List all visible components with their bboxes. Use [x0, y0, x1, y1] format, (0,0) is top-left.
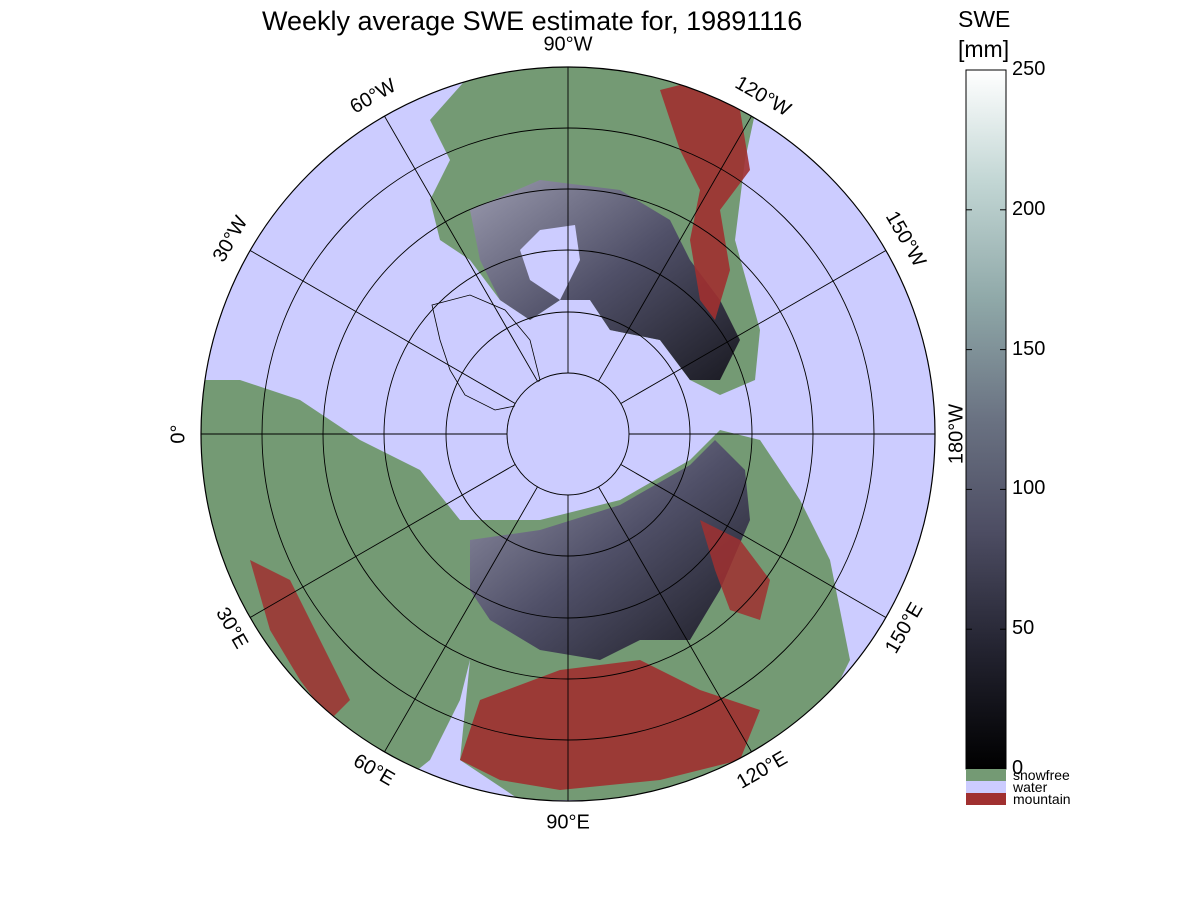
meridian-line: [598, 486, 752, 753]
mountain-asia: [460, 660, 760, 790]
colorbar-tick-label: 100: [1012, 477, 1046, 500]
colorbar-title-line2: [mm]: [958, 36, 1010, 62]
arctic-pole-region: [508, 374, 628, 494]
longitude-label: 180°W: [945, 404, 967, 464]
legend-swatch-mountain: [966, 793, 1006, 805]
mountain-europe: [250, 560, 350, 720]
canadian-archipelago: [520, 225, 580, 300]
snow-siberia: [470, 440, 750, 660]
legend-swatch-snowfree: [966, 769, 1006, 781]
legend-label-snowfree: snowfree: [1013, 767, 1070, 783]
meridian-line: [620, 464, 887, 618]
longitude-label: 90°W: [543, 33, 592, 55]
graticule: [200, 66, 936, 802]
colorbar-title: SWE [mm]: [958, 4, 1010, 64]
colorbar-tick-label: 0: [1012, 757, 1024, 779]
longitude-label: 0°: [167, 424, 189, 443]
legend-label-water: water: [1013, 779, 1048, 795]
snow-north-america: [470, 180, 740, 380]
meridian-line: [620, 250, 887, 404]
colorbar-tick-label: 250: [1012, 58, 1046, 80]
colorbar-tick-label: 50: [1012, 617, 1035, 640]
colorbar-tick-label: 150: [1012, 337, 1046, 360]
meridian-line: [249, 250, 516, 404]
meridian-line: [384, 486, 538, 753]
meridian-line: [384, 115, 538, 382]
meridian-line: [598, 115, 752, 382]
colorbar-tick-label: 200: [1012, 197, 1046, 220]
colorbar: [965, 69, 1007, 770]
map-title: Weekly average SWE estimate for, 1989111…: [262, 6, 803, 36]
legend-label-mountain: mountain: [1013, 791, 1071, 807]
meridian-line: [249, 464, 516, 618]
colorbar-title-line1: SWE: [958, 6, 1011, 32]
legend-swatch-water: [966, 781, 1006, 793]
legend-swatches: [966, 769, 1006, 805]
mountain-rockies: [660, 80, 750, 320]
longitude-label: 90°E: [546, 811, 590, 833]
